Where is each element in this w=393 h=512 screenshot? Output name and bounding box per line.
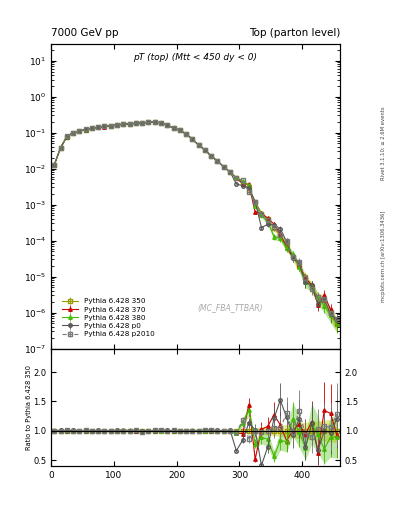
Text: 7000 GeV pp: 7000 GeV pp <box>51 28 119 38</box>
Text: mcplots.cern.ch [arXiv:1306.3436]: mcplots.cern.ch [arXiv:1306.3436] <box>381 210 386 302</box>
Legend: Pythia 6.428 350, Pythia 6.428 370, Pythia 6.428 380, Pythia 6.428 p0, Pythia 6.: Pythia 6.428 350, Pythia 6.428 370, Pyth… <box>61 296 156 339</box>
Text: pT (top) (Mtt < 450 dy < 0): pT (top) (Mtt < 450 dy < 0) <box>134 53 257 61</box>
Text: Top (parton level): Top (parton level) <box>248 28 340 38</box>
Text: Rivet 3.1.10; ≥ 2.6M events: Rivet 3.1.10; ≥ 2.6M events <box>381 106 386 180</box>
Y-axis label: Ratio to Pythia 6.428 350: Ratio to Pythia 6.428 350 <box>26 365 32 450</box>
Text: (MC_FBA_TTBAR): (MC_FBA_TTBAR) <box>197 303 263 312</box>
